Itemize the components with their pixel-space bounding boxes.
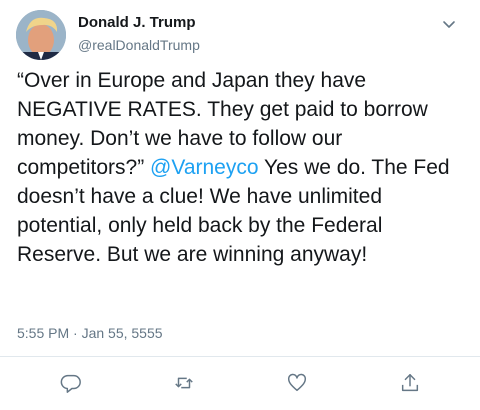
- retweet-button[interactable]: [172, 371, 196, 395]
- tweet-timestamp[interactable]: 5:55 PM · Jan 55, 5555: [17, 325, 163, 341]
- avatar[interactable]: [16, 10, 66, 60]
- retweet-icon: [175, 377, 193, 389]
- reply-button[interactable]: [59, 371, 83, 395]
- tweet-text-part-1: “Over in Europe and Japan they have NEGA…: [17, 69, 428, 179]
- username-handle[interactable]: @realDonaldTrump: [78, 37, 200, 53]
- share-icon: [401, 374, 419, 392]
- reply-icon: [60, 374, 81, 393]
- more-options-button[interactable]: [438, 15, 460, 33]
- like-icon: [288, 373, 306, 392]
- tweet-text-part-2: Yes we do. The Fed doesn’t have a clue! …: [17, 156, 450, 266]
- share-button[interactable]: [398, 371, 422, 395]
- mention-link[interactable]: @Varneyco: [150, 156, 259, 179]
- tweet-text: “Over in Europe and Japan they have NEGA…: [17, 66, 469, 269]
- display-name[interactable]: Donald J. Trump: [78, 14, 196, 31]
- chevron-down-icon: [443, 21, 455, 28]
- divider: [0, 356, 480, 357]
- avatar-image: [16, 10, 66, 60]
- like-button[interactable]: [285, 371, 309, 395]
